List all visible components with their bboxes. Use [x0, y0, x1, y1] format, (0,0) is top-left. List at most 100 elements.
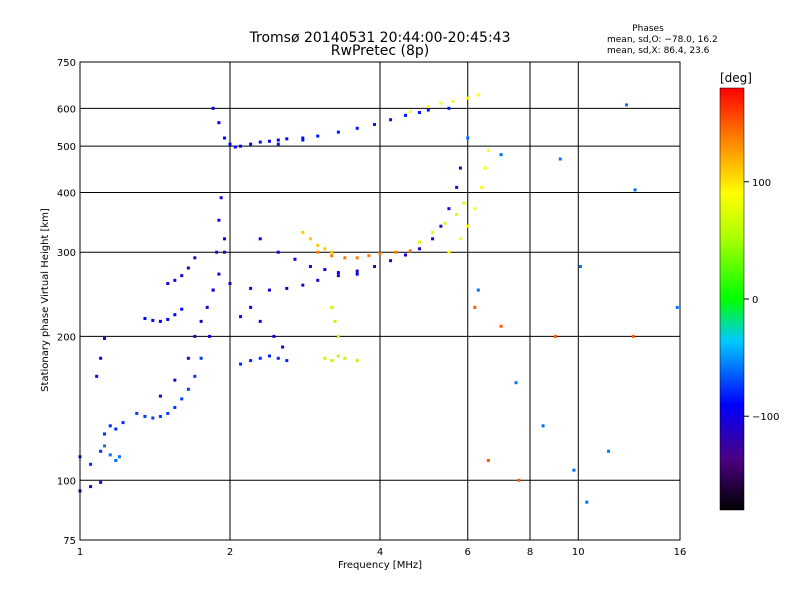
- data-point: [103, 444, 107, 448]
- x-tick-label: 8: [527, 547, 533, 558]
- data-point: [173, 405, 177, 409]
- data-point: [95, 374, 99, 378]
- data-point: [276, 138, 280, 142]
- data-point: [117, 455, 121, 459]
- data-point: [417, 240, 421, 244]
- data-point: [281, 345, 285, 349]
- y-tick-label: 100: [57, 476, 76, 487]
- data-point: [301, 230, 305, 234]
- data-point: [336, 274, 340, 278]
- data-point: [267, 354, 271, 358]
- data-point: [426, 108, 430, 112]
- data-point: [217, 121, 221, 125]
- data-point: [223, 250, 227, 254]
- data-point: [223, 136, 227, 140]
- y-tick-label: 200: [57, 332, 76, 343]
- data-point: [249, 142, 253, 146]
- data-point: [403, 253, 407, 257]
- data-point: [426, 105, 430, 109]
- colorbar-tick-label: −100: [752, 412, 779, 423]
- plot-frame: [79, 61, 681, 541]
- colorbar-ticks: 100 0 −100: [744, 178, 779, 423]
- data-point: [276, 250, 280, 254]
- data-point: [121, 421, 125, 425]
- data-point: [431, 230, 435, 234]
- data-point: [217, 218, 221, 222]
- data-point: [323, 247, 327, 251]
- chart-title: Tromsø 20140531 20:44:00-20:45:43: [249, 30, 511, 46]
- data-point: [408, 249, 412, 253]
- data-point: [267, 139, 271, 143]
- data-point: [486, 148, 490, 152]
- data-point: [239, 362, 243, 366]
- data-point: [180, 307, 184, 311]
- data-point: [330, 305, 334, 309]
- stats-line-x: mean, sd,X: 86.4, 23.6: [607, 46, 710, 56]
- data-point: [276, 142, 280, 146]
- data-point: [330, 359, 334, 363]
- chart-subtitle: RwPretec (8p): [331, 43, 429, 59]
- data-point: [249, 359, 253, 363]
- data-point: [89, 485, 93, 489]
- data-point: [258, 140, 262, 144]
- data-point: [151, 318, 155, 322]
- data-point: [455, 185, 459, 189]
- data-point: [458, 166, 462, 170]
- data-point: [417, 247, 421, 251]
- data-point: [323, 356, 327, 360]
- data-point: [417, 111, 421, 115]
- data-point: [211, 106, 215, 110]
- data-point: [607, 449, 611, 453]
- data-point: [330, 254, 334, 258]
- data-point: [323, 268, 327, 272]
- data-point: [343, 256, 347, 260]
- data-point: [373, 265, 377, 269]
- data-point: [466, 96, 470, 100]
- data-point: [267, 288, 271, 292]
- data-point: [462, 201, 466, 205]
- data-point: [466, 224, 470, 228]
- colorbar-tick-label: 0: [752, 295, 758, 306]
- data-point: [103, 336, 107, 340]
- data-point: [541, 424, 545, 428]
- colorbar-label: [deg]: [720, 71, 752, 85]
- x-axis-ticks: 1 2 4 6 8 10 16: [77, 547, 687, 558]
- data-point: [186, 356, 190, 360]
- data-point: [466, 136, 470, 140]
- y-tick-label: 500: [57, 142, 76, 153]
- data-point: [308, 237, 312, 241]
- data-point: [276, 356, 280, 360]
- data-point: [378, 252, 382, 256]
- data-point: [135, 411, 139, 415]
- data-points: [78, 93, 679, 504]
- data-point: [431, 237, 435, 241]
- data-point: [173, 313, 177, 317]
- data-point: [476, 288, 480, 292]
- y-axis-label: Stationary phase Virtual Height [km]: [40, 208, 51, 392]
- data-point: [558, 157, 562, 161]
- data-point: [108, 424, 112, 428]
- data-point: [186, 387, 190, 391]
- x-tick-label: 16: [674, 547, 687, 558]
- data-point: [499, 324, 503, 328]
- data-point: [443, 221, 447, 225]
- data-point: [447, 106, 451, 110]
- stats-header: Phases: [632, 24, 664, 34]
- data-point: [143, 414, 147, 418]
- data-point: [633, 188, 637, 192]
- data-point: [166, 411, 170, 415]
- data-point: [355, 126, 359, 130]
- data-point: [223, 237, 227, 241]
- data-point: [205, 305, 209, 309]
- grid-lines: [80, 62, 680, 540]
- data-point: [193, 334, 197, 338]
- data-point: [99, 480, 103, 484]
- data-point: [285, 286, 289, 290]
- data-point: [553, 334, 557, 338]
- data-point: [158, 319, 162, 323]
- data-point: [355, 272, 359, 276]
- data-point: [447, 250, 451, 254]
- data-point: [476, 93, 480, 97]
- data-point: [473, 305, 477, 309]
